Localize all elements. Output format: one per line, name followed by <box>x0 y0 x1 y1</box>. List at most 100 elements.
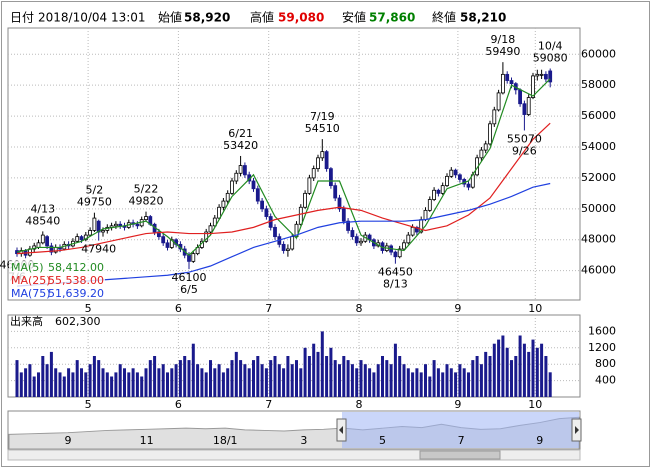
candle-body <box>92 217 97 231</box>
volume-bar <box>531 339 535 397</box>
volume-title-bg <box>9 316 99 328</box>
annotation-date: 8/13 <box>383 278 408 291</box>
y-tick-label: 50000 <box>581 202 616 215</box>
handle-arrow <box>339 426 343 434</box>
ma-line <box>16 122 551 255</box>
date-label: 日付 <box>10 11 34 25</box>
volume-bar <box>385 360 389 397</box>
candle-body <box>260 200 265 210</box>
volume-bar <box>320 331 324 397</box>
volume-bar <box>123 368 126 397</box>
volume-bar <box>243 364 247 397</box>
annotation-value: 55070 <box>507 132 542 145</box>
navigator-label: 5 <box>379 434 386 447</box>
volume-bar <box>432 360 436 397</box>
y-tick-label: 54000 <box>581 140 616 153</box>
scrollbar[interactable] <box>7 449 581 461</box>
volume-bar <box>161 364 165 397</box>
volume-bar <box>62 376 66 397</box>
volume-bar <box>131 368 135 397</box>
candle-body <box>88 230 92 236</box>
candle-body <box>303 192 308 208</box>
volume-bar <box>19 372 23 397</box>
navigator-selection[interactable] <box>342 412 579 448</box>
candle-body <box>337 197 342 210</box>
volume-bar <box>32 376 36 397</box>
volume-bar <box>307 356 311 397</box>
volume-value: 602,300 <box>55 315 101 328</box>
candle-body <box>453 169 458 176</box>
annotation-value: 54510 <box>305 122 340 135</box>
volume-bar <box>359 360 363 397</box>
candle-body <box>45 236 49 247</box>
volume-bar <box>393 343 397 397</box>
volume-bar <box>71 372 75 397</box>
candle-body <box>402 242 406 250</box>
volume-bar <box>368 368 372 397</box>
candle-body <box>341 208 346 222</box>
scroll-track[interactable] <box>7 449 581 461</box>
volume-bar <box>230 360 234 397</box>
candle-body <box>522 103 527 115</box>
candle-body <box>346 220 351 231</box>
candle-body <box>191 253 196 262</box>
volume-bar <box>540 343 544 397</box>
candle-body <box>212 217 217 227</box>
annotation-date: 7/19 <box>310 110 335 123</box>
low-label: 安値 <box>342 10 366 25</box>
volume-bar <box>135 372 139 397</box>
volume-bar <box>166 372 169 397</box>
candle-body <box>505 73 510 81</box>
volume-bar <box>282 368 286 397</box>
volume-bar <box>200 368 204 397</box>
volume-bar <box>411 372 415 397</box>
candle-body <box>36 242 41 248</box>
volume-bar <box>239 360 243 397</box>
candle-body <box>509 80 514 85</box>
volume-bar <box>424 364 427 397</box>
x-tick-label: 7 <box>265 398 272 411</box>
candle-body <box>221 200 226 208</box>
volume-bar <box>363 364 367 397</box>
open: 58,920 <box>184 11 230 25</box>
volume-bar <box>84 372 88 397</box>
candle-body <box>230 180 234 194</box>
candle-body <box>307 177 312 194</box>
candle-body <box>217 206 222 219</box>
volume-bar <box>234 351 238 397</box>
volume-bar <box>256 356 260 397</box>
volume-bar <box>67 368 71 397</box>
y-tick-label: 1600 <box>588 324 616 337</box>
candle-body <box>488 123 492 145</box>
candle-body <box>316 157 320 170</box>
volume-bar <box>415 368 419 397</box>
volume-bar <box>454 372 458 397</box>
candle-body <box>238 165 243 174</box>
candle-body <box>531 75 535 98</box>
candle-body <box>397 248 402 258</box>
volume-bar <box>264 368 268 397</box>
candle-body <box>144 216 148 221</box>
scroll-thumb[interactable] <box>419 450 501 460</box>
candle-body <box>440 185 445 194</box>
candle-body <box>548 70 553 83</box>
volume-bar <box>28 364 32 397</box>
price-panel <box>7 27 581 301</box>
annotation-value: 49820 <box>129 195 164 208</box>
candle-body <box>423 209 428 221</box>
x-tick-label: 10 <box>528 398 542 411</box>
volume-bar <box>221 372 225 397</box>
legend-box <box>9 261 105 299</box>
annotation-date: 10/4 <box>538 39 563 52</box>
annotation-value: 46450 <box>378 266 413 279</box>
y-tick-label: 56000 <box>581 109 616 122</box>
annotation-value: 59490 <box>485 45 520 58</box>
volume-bar <box>144 368 148 397</box>
x-tick-label: 10 <box>528 302 542 315</box>
volume-title: 出来高 <box>10 314 43 328</box>
volume-bar <box>441 372 445 397</box>
x-tick-label: 6 <box>175 302 182 315</box>
annotation-date: 4/13 <box>30 202 55 215</box>
volume-bar <box>174 364 178 397</box>
legend-name: MA(25) <box>11 274 51 287</box>
